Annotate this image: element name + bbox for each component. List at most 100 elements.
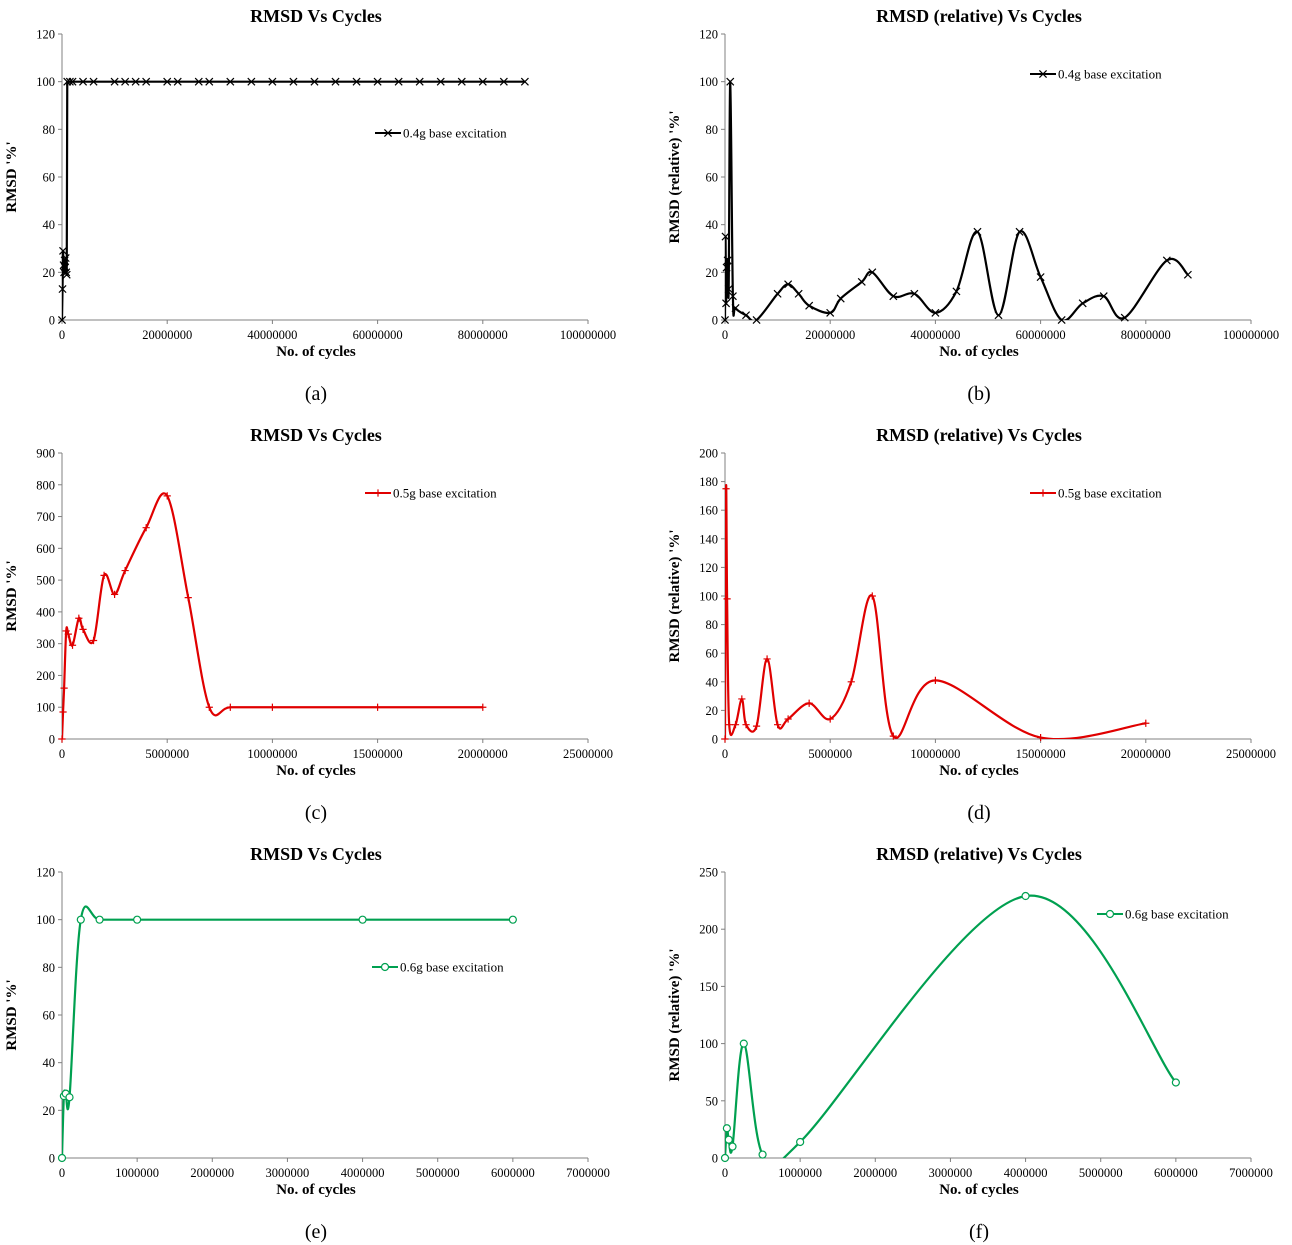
data-point [805,301,814,310]
x-tick-label: 1000000 [115,1166,159,1180]
data-point [1183,270,1192,279]
data-point [205,703,213,711]
data-point [100,571,108,579]
data-point [60,684,68,692]
data-point [394,77,403,86]
y-axis-label: RMSD '%' [4,141,20,212]
data-point [65,1093,74,1102]
y-tick-label: 0 [712,314,718,328]
data-point [725,721,733,729]
y-tick-label: 80 [706,618,719,632]
data-point [121,566,129,575]
chart-title: RMSD Vs Cycles [250,425,382,445]
y-axis-label: RMSD (relative) '%' [667,529,683,662]
x-axis-label: No. of cycles [276,1182,356,1198]
x-tick-label: 4000000 [341,1166,385,1180]
data-point [836,294,845,303]
data-point [89,636,98,645]
y-axis-label: RMSD (relative) '%' [667,948,683,1081]
data-point [868,592,876,600]
data-point [111,590,119,599]
data-point [121,77,130,86]
series-line [725,484,1146,739]
data-point [722,299,731,308]
y-tick-label: 500 [36,574,55,588]
data-point [68,77,77,86]
data-point [931,308,940,317]
x-tick-label: 3000000 [929,1166,973,1180]
x-tick-label: 0 [722,1166,728,1180]
data-point [60,256,69,265]
y-tick-label: 100 [699,1037,718,1051]
legend-label: 0.5g base excitation [1058,486,1162,501]
data-point [457,77,466,86]
data-point [142,77,151,86]
data-point [173,77,182,86]
y-tick-label: 200 [699,923,718,937]
y-tick-label: 60 [706,647,719,661]
data-point [1099,292,1108,301]
data-point [758,1150,767,1159]
y-tick-label: 200 [36,669,55,683]
data-point [184,593,192,602]
y-tick-label: 120 [36,866,55,880]
panel-label: (f) [969,1221,989,1243]
x-tick-label: 1000000 [778,1166,822,1180]
y-tick-label: 180 [699,475,718,489]
legend-label: 0.4g base excitation [403,126,507,141]
data-point [952,287,961,296]
data-point [723,595,731,603]
series-line [725,80,1189,320]
data-point [268,703,276,711]
x-tick-label: 80000000 [1121,328,1171,342]
data-point [826,715,834,723]
x-tick-label: 5000000 [1079,1166,1123,1180]
y-axis-label: RMSD '%' [4,560,20,631]
y-tick-label: 150 [699,980,718,994]
data-point [62,268,71,277]
series-line [62,905,513,1158]
x-tick-label: 2000000 [853,1166,897,1180]
data-point [796,1137,805,1147]
data-point [163,492,171,500]
chart-title: RMSD Vs Cycles [250,844,382,864]
chart-panel-3: RMSD Vs Cycles 0 100 200 300 400 500 600 700 800 9… [4,425,613,824]
panel-label: (d) [967,802,990,824]
x-tick-label: 20000000 [805,328,855,342]
data-point [724,284,733,294]
data-point [68,641,77,649]
data-point [739,1039,748,1048]
data-point [857,277,866,286]
y-tick-label: 80 [706,123,719,137]
x-tick-label: 25000000 [563,747,613,761]
data-point [722,485,730,493]
y-tick-label: 100 [699,75,718,89]
data-point [61,254,70,263]
data-point [1036,273,1045,282]
series-line [62,80,525,320]
x-axis-label: No. of cycles [939,763,1019,779]
y-tick-label: 20 [43,1104,56,1118]
data-point [763,655,771,663]
data-point [89,77,98,86]
data-point [415,77,424,86]
data-point [374,703,382,711]
data-point [868,268,877,277]
data-point [728,1142,737,1151]
data-point [205,77,214,86]
data-point [57,1153,67,1163]
data-point [722,1124,731,1133]
x-tick-label: 0 [59,747,65,761]
y-tick-label: 250 [699,866,718,880]
legend-marker [380,962,390,972]
data-point [65,77,74,86]
x-tick-label: 40000000 [910,328,960,342]
data-point [1162,256,1171,265]
x-tick-label: 100000000 [560,328,616,342]
legend-label: 0.6g base excitation [1125,907,1229,922]
y-tick-label: 0 [49,314,55,328]
data-point [731,721,740,729]
x-tick-label: 100000000 [1223,328,1279,342]
chart-panel-2: RMSD (relative) Vs Cycles 0 20 40 60 80 100 120… [667,6,1279,405]
y-tick-label: 160 [699,504,718,518]
